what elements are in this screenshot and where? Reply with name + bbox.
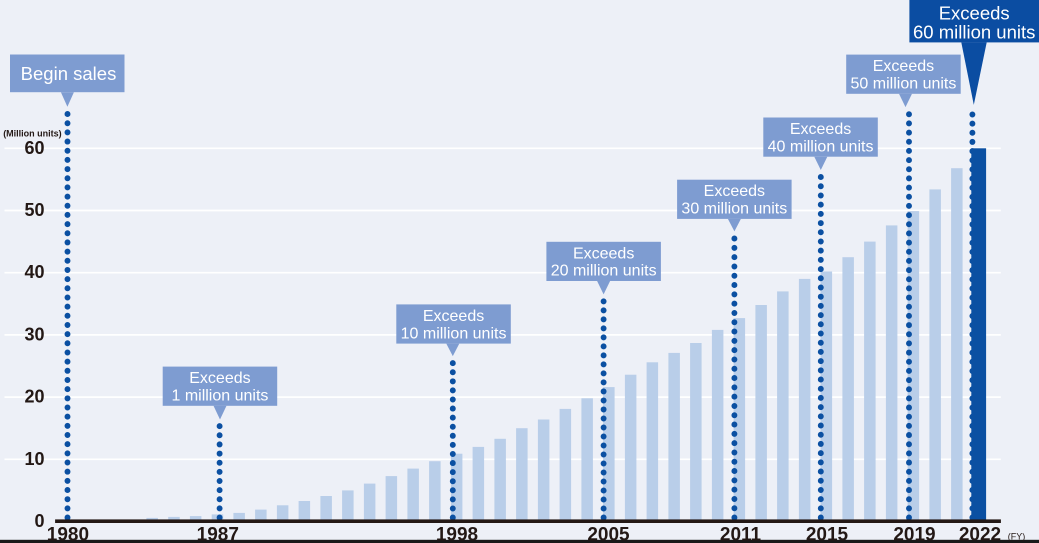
svg-text:20: 20 <box>24 387 44 407</box>
svg-text:50: 50 <box>24 200 44 220</box>
svg-text:10: 10 <box>24 449 44 469</box>
svg-text:50 million units: 50 million units <box>851 76 957 93</box>
svg-text:2005: 2005 <box>587 525 630 543</box>
svg-text:Begin sales: Begin sales <box>21 63 117 84</box>
svg-text:2019: 2019 <box>893 525 935 543</box>
svg-text:2011: 2011 <box>720 525 762 543</box>
svg-text:0: 0 <box>34 511 44 531</box>
svg-text:60: 60 <box>24 138 44 158</box>
svg-text:30 million units: 30 million units <box>681 201 787 218</box>
svg-text:Exceeds: Exceeds <box>573 245 634 262</box>
svg-text:2022: 2022 <box>959 525 1001 543</box>
svg-text:Exceeds: Exceeds <box>939 2 1010 23</box>
svg-text:1987: 1987 <box>197 525 239 543</box>
svg-text:Exceeds: Exceeds <box>189 370 250 387</box>
svg-text:1 million units: 1 million units <box>171 388 268 405</box>
svg-text:40: 40 <box>24 262 44 282</box>
svg-text:1998: 1998 <box>436 525 478 543</box>
svg-text:Exceeds: Exceeds <box>873 58 934 75</box>
svg-text:30: 30 <box>24 324 44 344</box>
svg-text:10 million units: 10 million units <box>401 325 507 342</box>
svg-text:Exceeds: Exceeds <box>423 308 484 325</box>
svg-text:(FY): (FY) <box>1008 532 1026 542</box>
svg-text:1980: 1980 <box>47 525 89 543</box>
svg-text:Exceeds: Exceeds <box>790 121 851 138</box>
svg-text:(Million units): (Million units) <box>3 129 62 139</box>
svg-text:40 million units: 40 million units <box>768 138 874 155</box>
svg-text:Exceeds: Exceeds <box>704 183 765 200</box>
svg-text:2015: 2015 <box>806 525 849 543</box>
svg-text:60 million units: 60 million units <box>913 22 1035 43</box>
svg-text:20 million units: 20 million units <box>551 263 657 280</box>
